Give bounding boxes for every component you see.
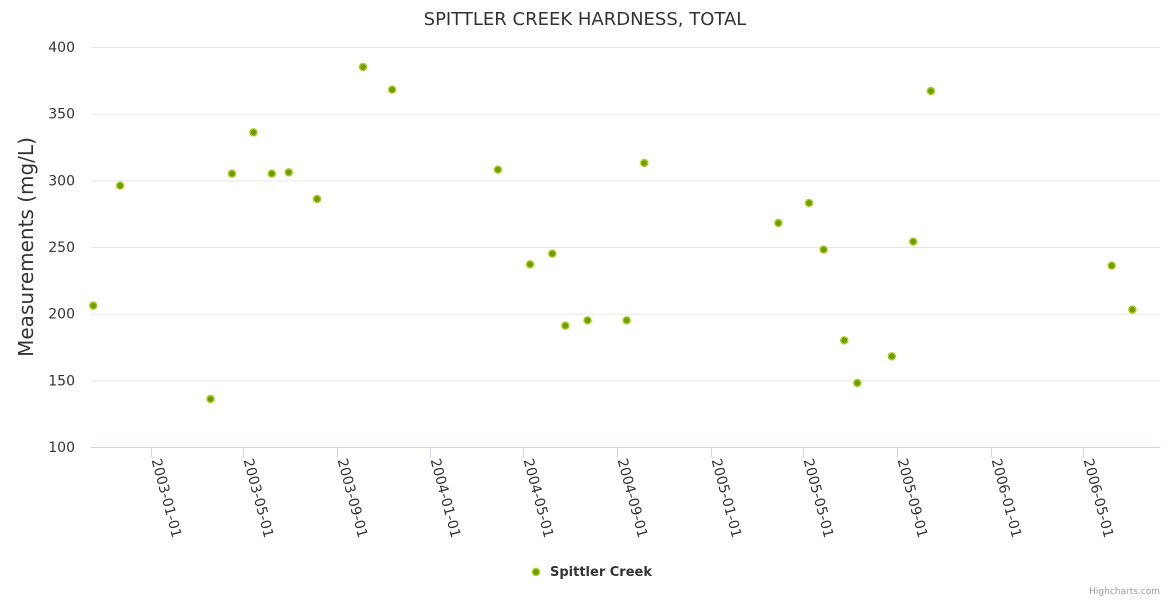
x-axis: 2003-01-01 2003-05-01 2003-09-01 2004-01-01… bbox=[91, 447, 1160, 540]
data-point bbox=[622, 316, 631, 325]
x-tick-label: 2005-01-01 bbox=[708, 457, 745, 540]
data-points bbox=[89, 62, 1137, 404]
x-tick-label: 2004-05-01 bbox=[520, 457, 557, 540]
y-axis-label: Measurements (mg/L) bbox=[14, 137, 38, 357]
data-point bbox=[853, 378, 862, 388]
x-tick-label: 2004-01-01 bbox=[427, 457, 464, 540]
x-tick-label: 2004-09-01 bbox=[614, 457, 651, 540]
x-tick-label: 2003-09-01 bbox=[334, 457, 371, 540]
y-tick-label: 250 bbox=[48, 240, 75, 256]
data-point bbox=[908, 237, 918, 246]
chart-title: SPITTLER CREEK HARDNESS, TOTAL bbox=[424, 9, 747, 30]
y-tick-label: 300 bbox=[48, 173, 75, 189]
data-point bbox=[206, 394, 215, 404]
data-point bbox=[1128, 305, 1137, 314]
data-point bbox=[227, 169, 237, 178]
data-point bbox=[89, 301, 98, 310]
data-point bbox=[640, 158, 649, 168]
x-tick-label: 2006-01-01 bbox=[988, 457, 1025, 540]
y-tick-label: 200 bbox=[48, 307, 75, 323]
data-point bbox=[548, 249, 557, 258]
data-point bbox=[887, 352, 897, 361]
legend-label[interactable]: Spittler Creek bbox=[550, 565, 652, 580]
data-point bbox=[387, 85, 397, 94]
legend[interactable]: Spittler Creek bbox=[531, 565, 653, 580]
x-tick-label: 2006-05-01 bbox=[1080, 457, 1117, 540]
x-tick-label: 2005-05-01 bbox=[800, 457, 837, 540]
legend-marker-icon bbox=[531, 567, 541, 577]
credits-link[interactable]: Highcharts.com bbox=[1089, 587, 1160, 597]
data-point bbox=[115, 181, 125, 190]
x-tick-label: 2003-05-01 bbox=[240, 457, 277, 540]
y-tick-label: 100 bbox=[48, 440, 75, 456]
data-point bbox=[267, 169, 277, 178]
data-point bbox=[819, 245, 828, 254]
x-tick-label: 2003-01-01 bbox=[148, 457, 185, 540]
data-point bbox=[249, 128, 258, 137]
data-point bbox=[525, 260, 535, 269]
grid-lines bbox=[91, 47, 1160, 382]
data-point bbox=[284, 168, 293, 177]
y-tick-label: 350 bbox=[48, 107, 75, 123]
data-point bbox=[358, 62, 368, 72]
x-tick-label: 2005-09-01 bbox=[894, 457, 931, 540]
y-tick-label: 400 bbox=[48, 40, 75, 56]
data-point bbox=[840, 336, 849, 345]
data-point bbox=[1107, 261, 1116, 270]
data-point bbox=[493, 165, 503, 174]
data-point bbox=[774, 218, 783, 228]
data-point bbox=[561, 321, 570, 330]
data-point bbox=[926, 86, 936, 96]
data-point bbox=[583, 316, 592, 325]
data-point bbox=[312, 194, 322, 204]
data-point bbox=[804, 198, 814, 208]
y-axis-ticks: 100 150 200 250 300 350 400 bbox=[48, 40, 75, 456]
y-tick-label: 150 bbox=[48, 373, 75, 389]
